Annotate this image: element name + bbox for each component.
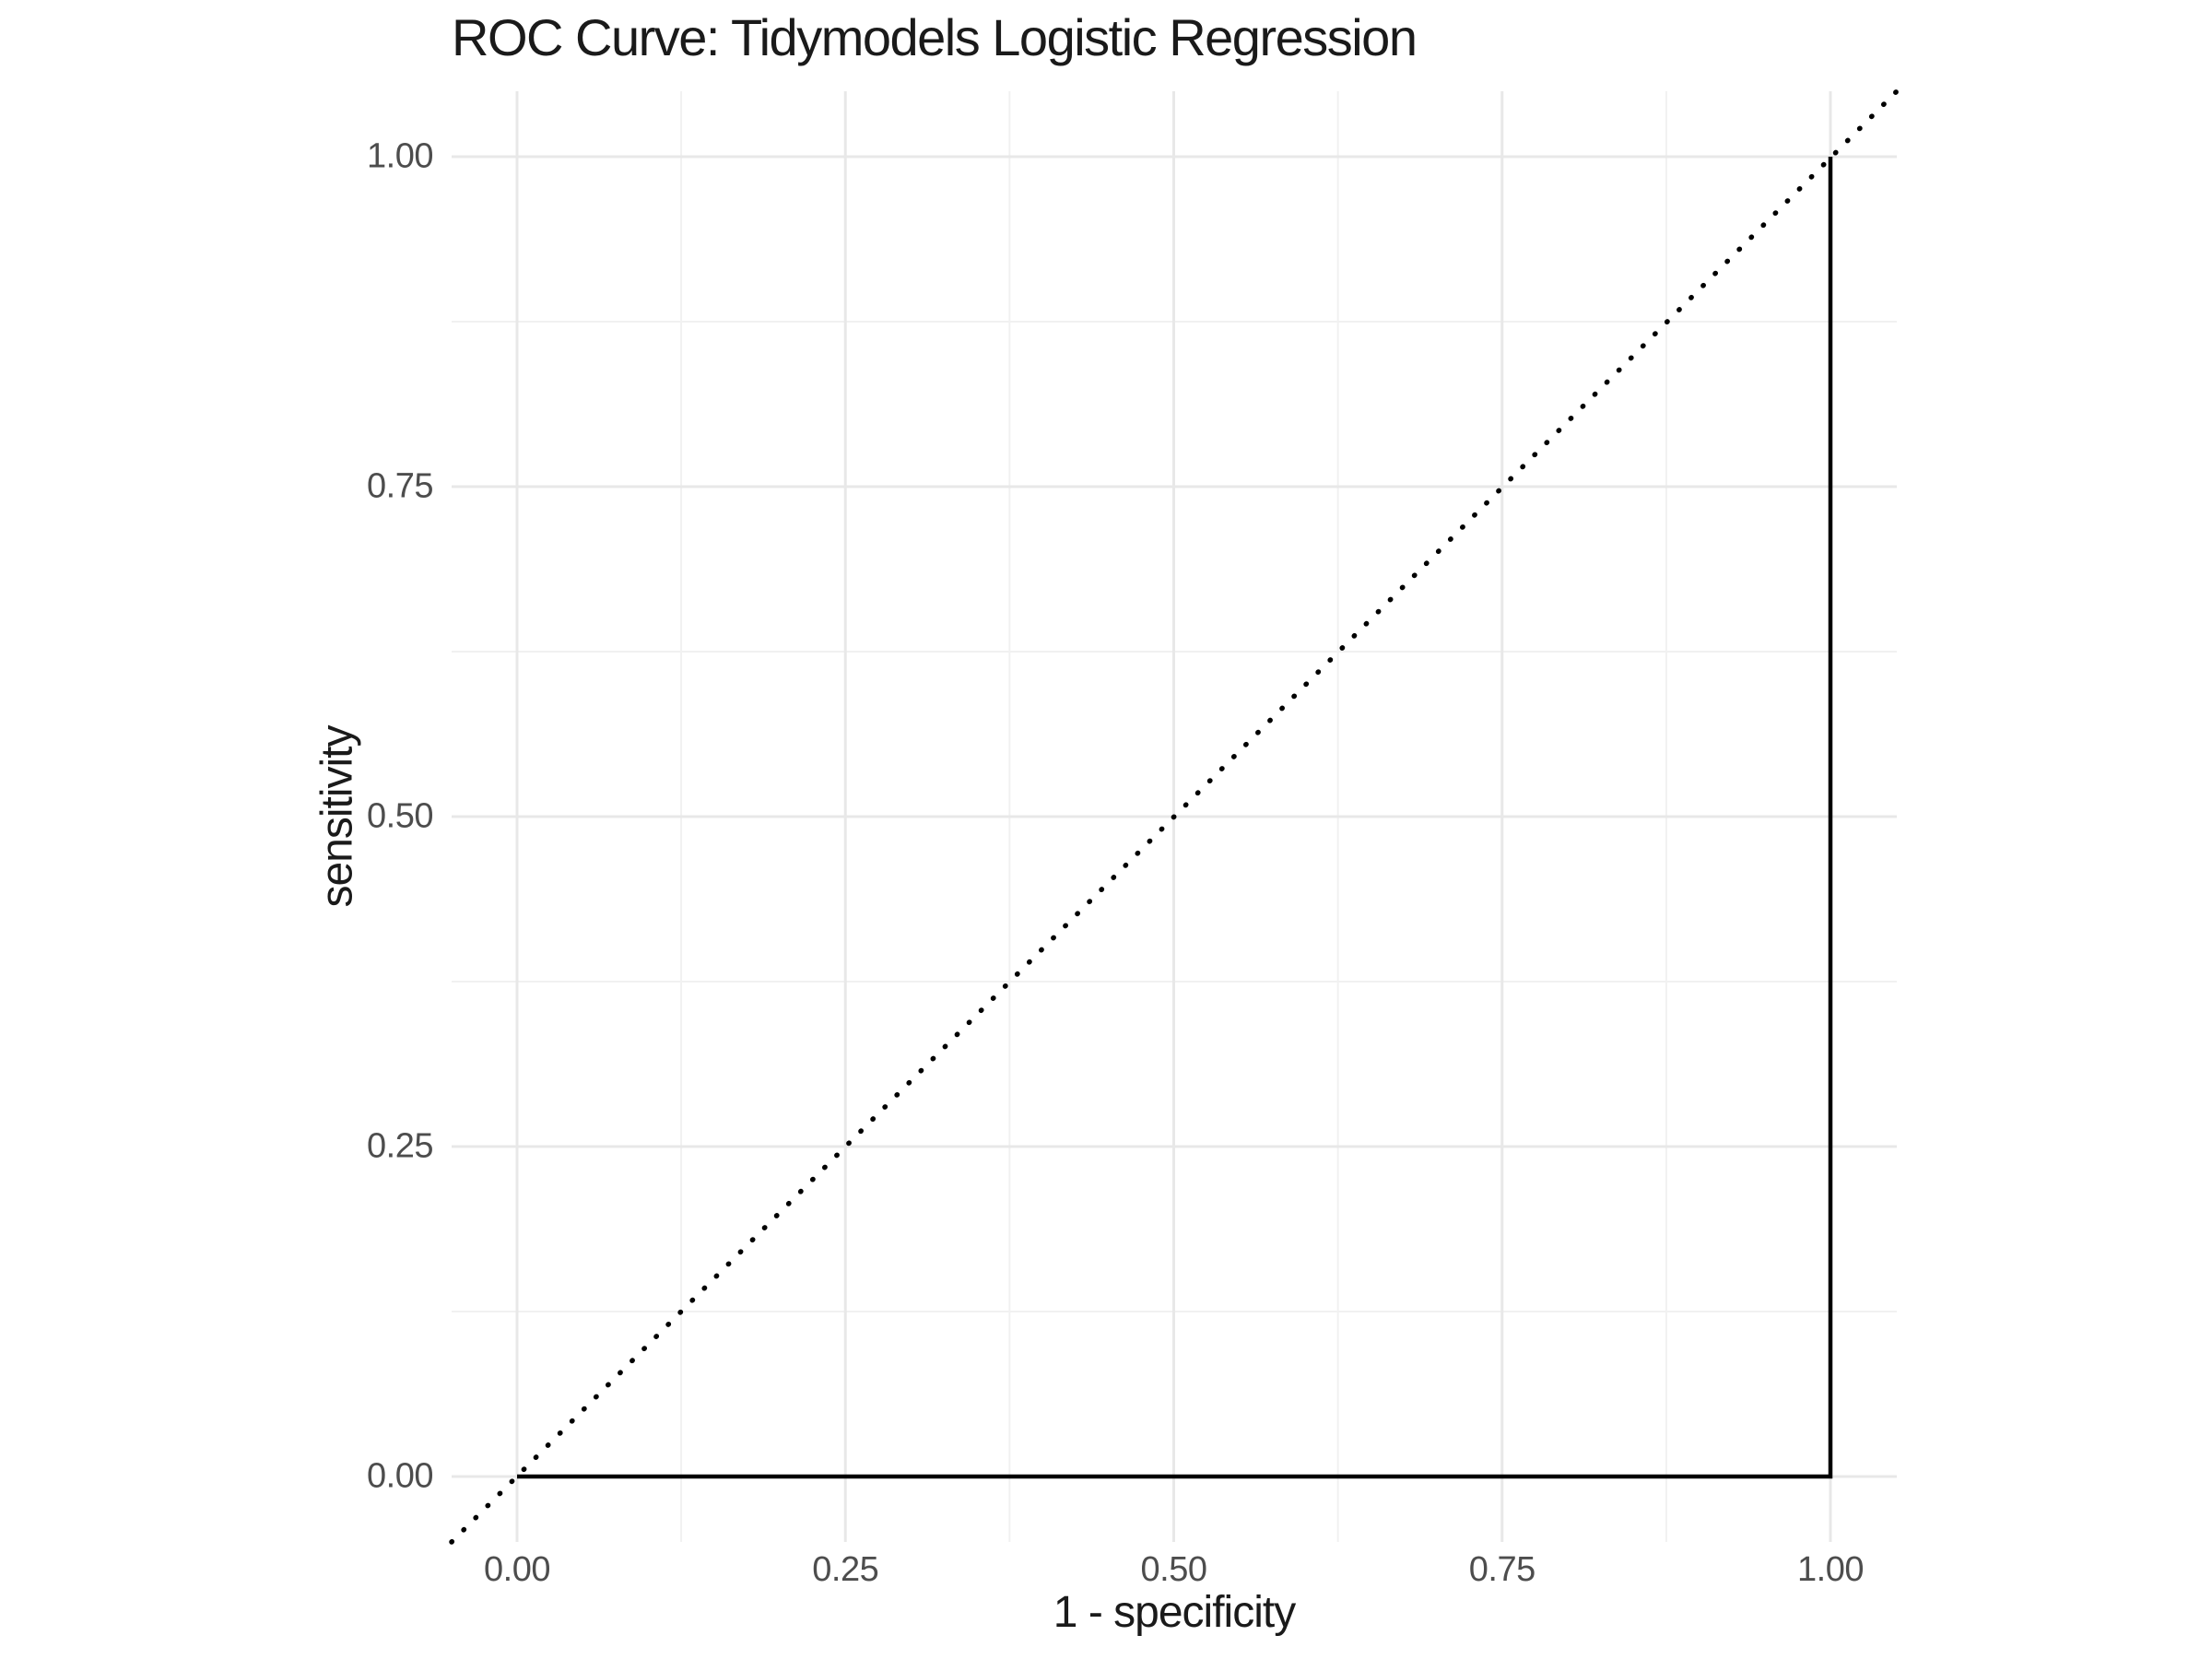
y-tick-label: 0.75 — [367, 466, 433, 506]
y-tick-label: 0.25 — [367, 1126, 433, 1166]
chart-title: ROC Curve: Tidymodels Logistic Regressio… — [452, 8, 1418, 66]
y-tick-label: 0.50 — [367, 796, 433, 836]
reference-diagonal-line — [449, 88, 1900, 1545]
x-tick-label: 1.00 — [1797, 1550, 1864, 1589]
x-tick-label: 0.25 — [812, 1550, 879, 1589]
x-tick-label: 0.00 — [484, 1550, 550, 1589]
x-tick-label: 0.75 — [1468, 1550, 1535, 1589]
x-tick-label: 0.50 — [1140, 1550, 1207, 1589]
y-tick-label: 0.00 — [367, 1456, 433, 1496]
x-axis-title: 1 - specificity — [1053, 1588, 1296, 1637]
y-axis-title: sensitivity — [312, 725, 362, 908]
y-tick-label: 1.00 — [367, 136, 433, 176]
roc-curve-line — [517, 157, 1833, 1479]
